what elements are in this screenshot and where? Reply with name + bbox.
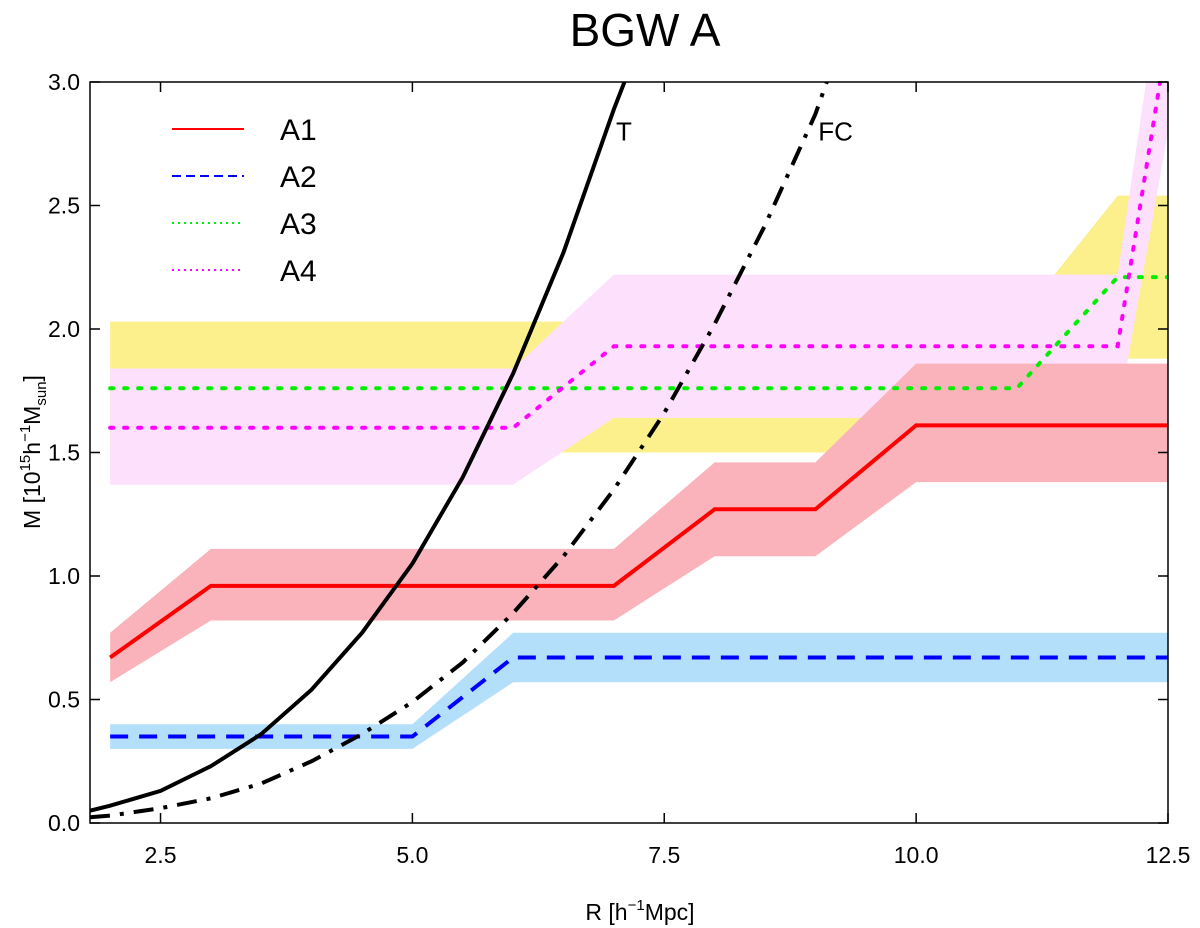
annotation-t: T xyxy=(616,116,632,146)
series-lines xyxy=(90,82,1168,820)
line-a3 xyxy=(108,275,1168,391)
chart-title: BGW A xyxy=(570,4,721,56)
line-a2 xyxy=(110,655,1168,739)
legend-label-a4: A4 xyxy=(280,255,317,288)
y-tick-label: 0.0 xyxy=(48,810,80,836)
curve-fc xyxy=(90,82,829,820)
y-axis-label: M [1015h−1Msun] xyxy=(17,375,50,529)
legend-label-a3: A3 xyxy=(280,208,317,241)
y-tick-label: 1.5 xyxy=(48,440,80,466)
legend-label-a2: A2 xyxy=(280,161,317,194)
annotation-fc: FC xyxy=(818,116,853,146)
y-tick-label: 2.0 xyxy=(48,316,80,342)
y-axis-ticks: 0.0 0.5 1.0 1.5 2.0 2.5 3.0 xyxy=(48,69,1168,836)
y-tick-label: 2.5 xyxy=(48,193,80,219)
legend-label-a1: A1 xyxy=(280,114,317,147)
x-tick-label: 10.0 xyxy=(894,842,939,868)
x-tick-label: 2.5 xyxy=(145,842,177,868)
curve-annotations: T FC xyxy=(616,116,853,146)
line-a4 xyxy=(108,82,1163,430)
band-a2 xyxy=(110,632,1168,749)
x-axis-label: R [h−1Mpc] xyxy=(585,897,694,925)
legend: A1 A2 A3 A4 xyxy=(172,114,317,288)
x-axis-ticks: 2.5 5.0 7.5 10.0 12.5 xyxy=(145,82,1191,868)
x-tick-label: 5.0 xyxy=(396,842,428,868)
x-tick-label: 7.5 xyxy=(648,842,680,868)
error-bands xyxy=(110,82,1168,749)
y-tick-label: 0.5 xyxy=(48,687,80,713)
y-tick-label: 3.0 xyxy=(48,69,80,95)
x-tick-label: 12.5 xyxy=(1146,842,1191,868)
line-a1 xyxy=(108,423,1168,660)
curve-t xyxy=(90,82,627,813)
band-a1 xyxy=(110,363,1168,683)
y-tick-label: 1.0 xyxy=(48,563,80,589)
